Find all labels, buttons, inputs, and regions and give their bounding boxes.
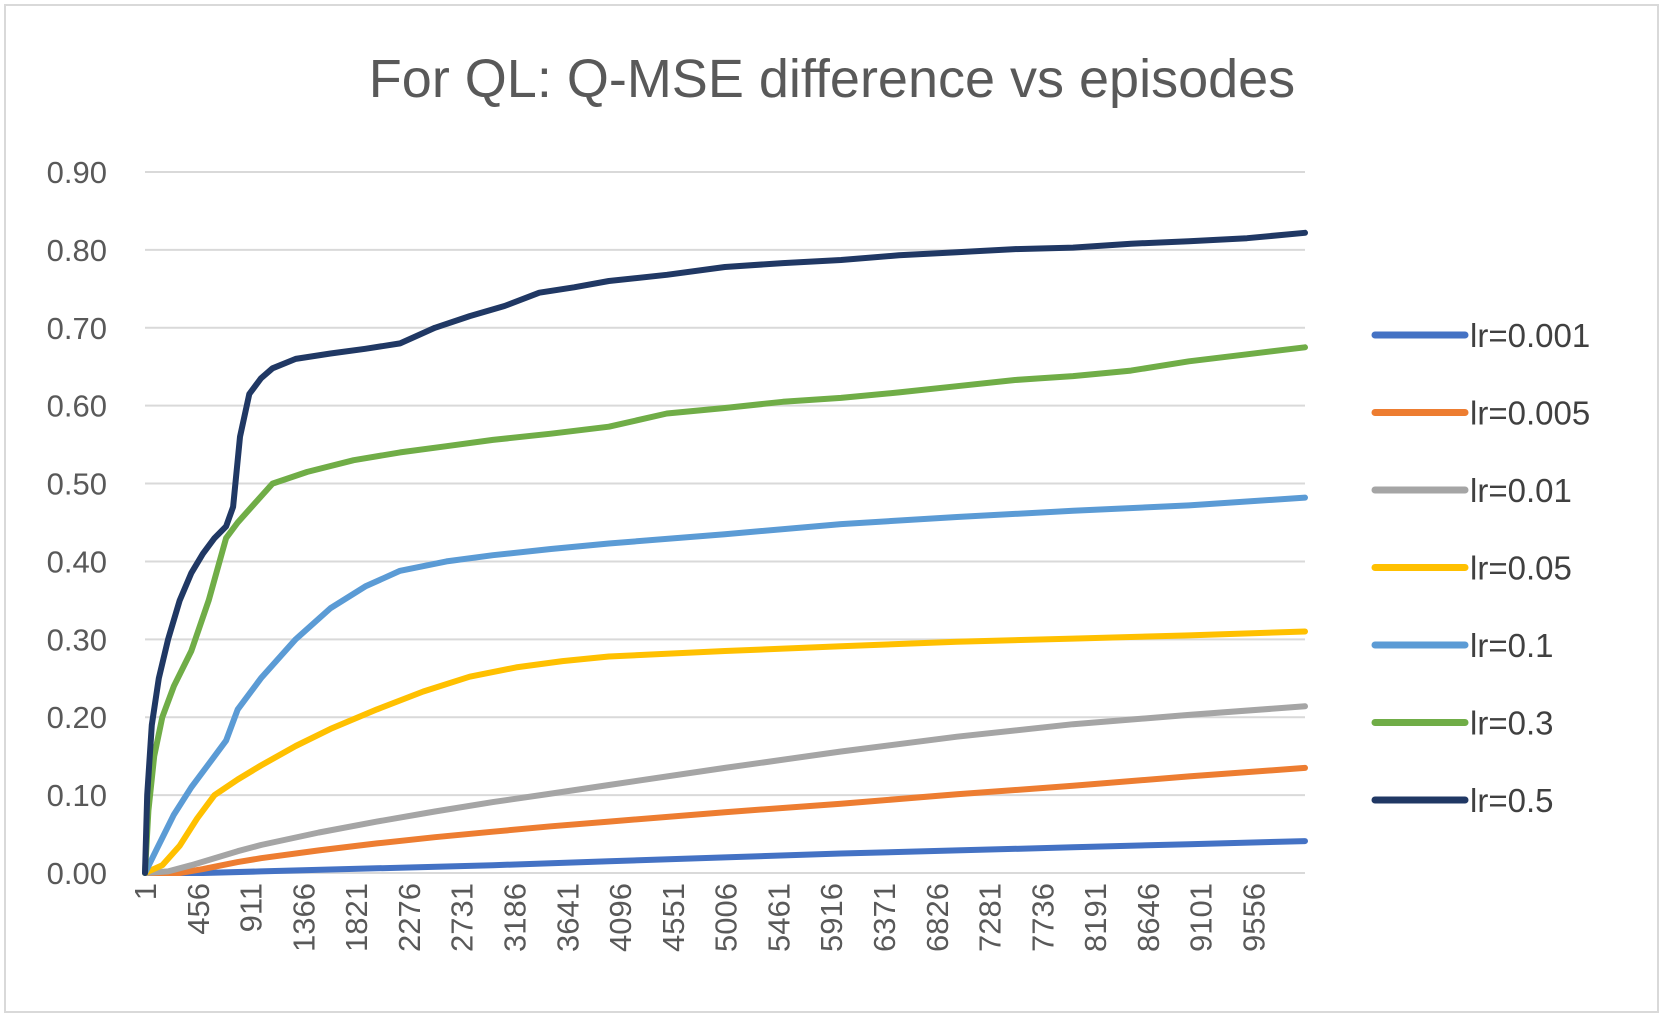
series-lines [142,229,1308,876]
y-tick-label: 0.30 [47,622,107,657]
y-tick-label: 0.60 [47,389,107,424]
x-tick-label: 911 [234,883,269,932]
series-line-lr-0-001 [142,838,1308,876]
chart-title: For QL: Q-MSE difference vs episodes [369,49,1295,109]
x-tick-label: 8646 [1131,883,1166,952]
x-tick-label: 7281 [973,883,1008,952]
x-tick-label: 6371 [867,883,902,952]
legend-label: lr=0.005 [1470,395,1590,432]
x-tick-label: 4096 [603,883,638,952]
x-tick-label: 9556 [1236,883,1271,952]
series-line-lr-0-01 [142,703,1308,876]
series-line-lr-0-005 [142,764,1308,876]
y-axis-ticks: 0.00 0.10 0.20 0.30 0.40 0.50 0.60 0.70 0.80 0.90 [47,155,107,891]
series-line-lr-0-05 [142,628,1308,876]
x-tick-label: 9101 [1184,883,1219,952]
y-tick-label: 0.20 [47,700,107,735]
y-tick-label: 0.00 [47,856,107,891]
legend-label: lr=0.001 [1470,317,1590,354]
x-tick-label: 5461 [761,883,796,952]
legend-label: lr=0.5 [1470,782,1553,819]
x-tick-label: 1 [128,883,163,900]
gridlines [145,171,1305,874]
y-tick-label: 0.90 [47,155,107,190]
x-tick-label: 2276 [392,883,427,952]
x-axis-ticks: 1 456 911 1366 1821 2276 2731 3186 3641 4096 4551 5… [128,883,1271,952]
x-tick-label: 5916 [814,883,849,952]
x-tick-label: 2731 [445,883,480,952]
x-tick-label: 8191 [1078,883,1113,952]
x-tick-label: 456 [181,883,216,935]
y-tick-label: 0.80 [47,233,107,268]
series-line-lr-0-1 [142,494,1308,876]
series-line-lr-0-3 [142,344,1308,876]
x-tick-label: 4551 [656,883,691,952]
legend-label: lr=0.1 [1470,627,1553,664]
legend-label: lr=0.01 [1470,472,1572,509]
x-tick-label: 5006 [709,883,744,952]
x-tick-label: 7736 [1025,883,1060,952]
x-tick-label: 1366 [286,883,321,952]
x-tick-label: 3641 [550,883,585,952]
x-tick-label: 6826 [920,883,955,952]
x-tick-label: 3186 [497,883,532,952]
legend-label: lr=0.05 [1470,550,1572,587]
x-tick-label: 1821 [339,883,374,952]
y-tick-label: 0.70 [47,311,107,346]
y-tick-label: 0.40 [47,544,107,579]
legend-label: lr=0.3 [1470,705,1553,742]
legend: lr=0.001 lr=0.005 lr=0.01 lr=0.05 lr=0.1 lr=0… [1371,317,1590,819]
y-tick-label: 0.50 [47,467,107,502]
series-line-lr-0-5 [142,229,1308,876]
y-tick-label: 0.10 [47,778,107,813]
